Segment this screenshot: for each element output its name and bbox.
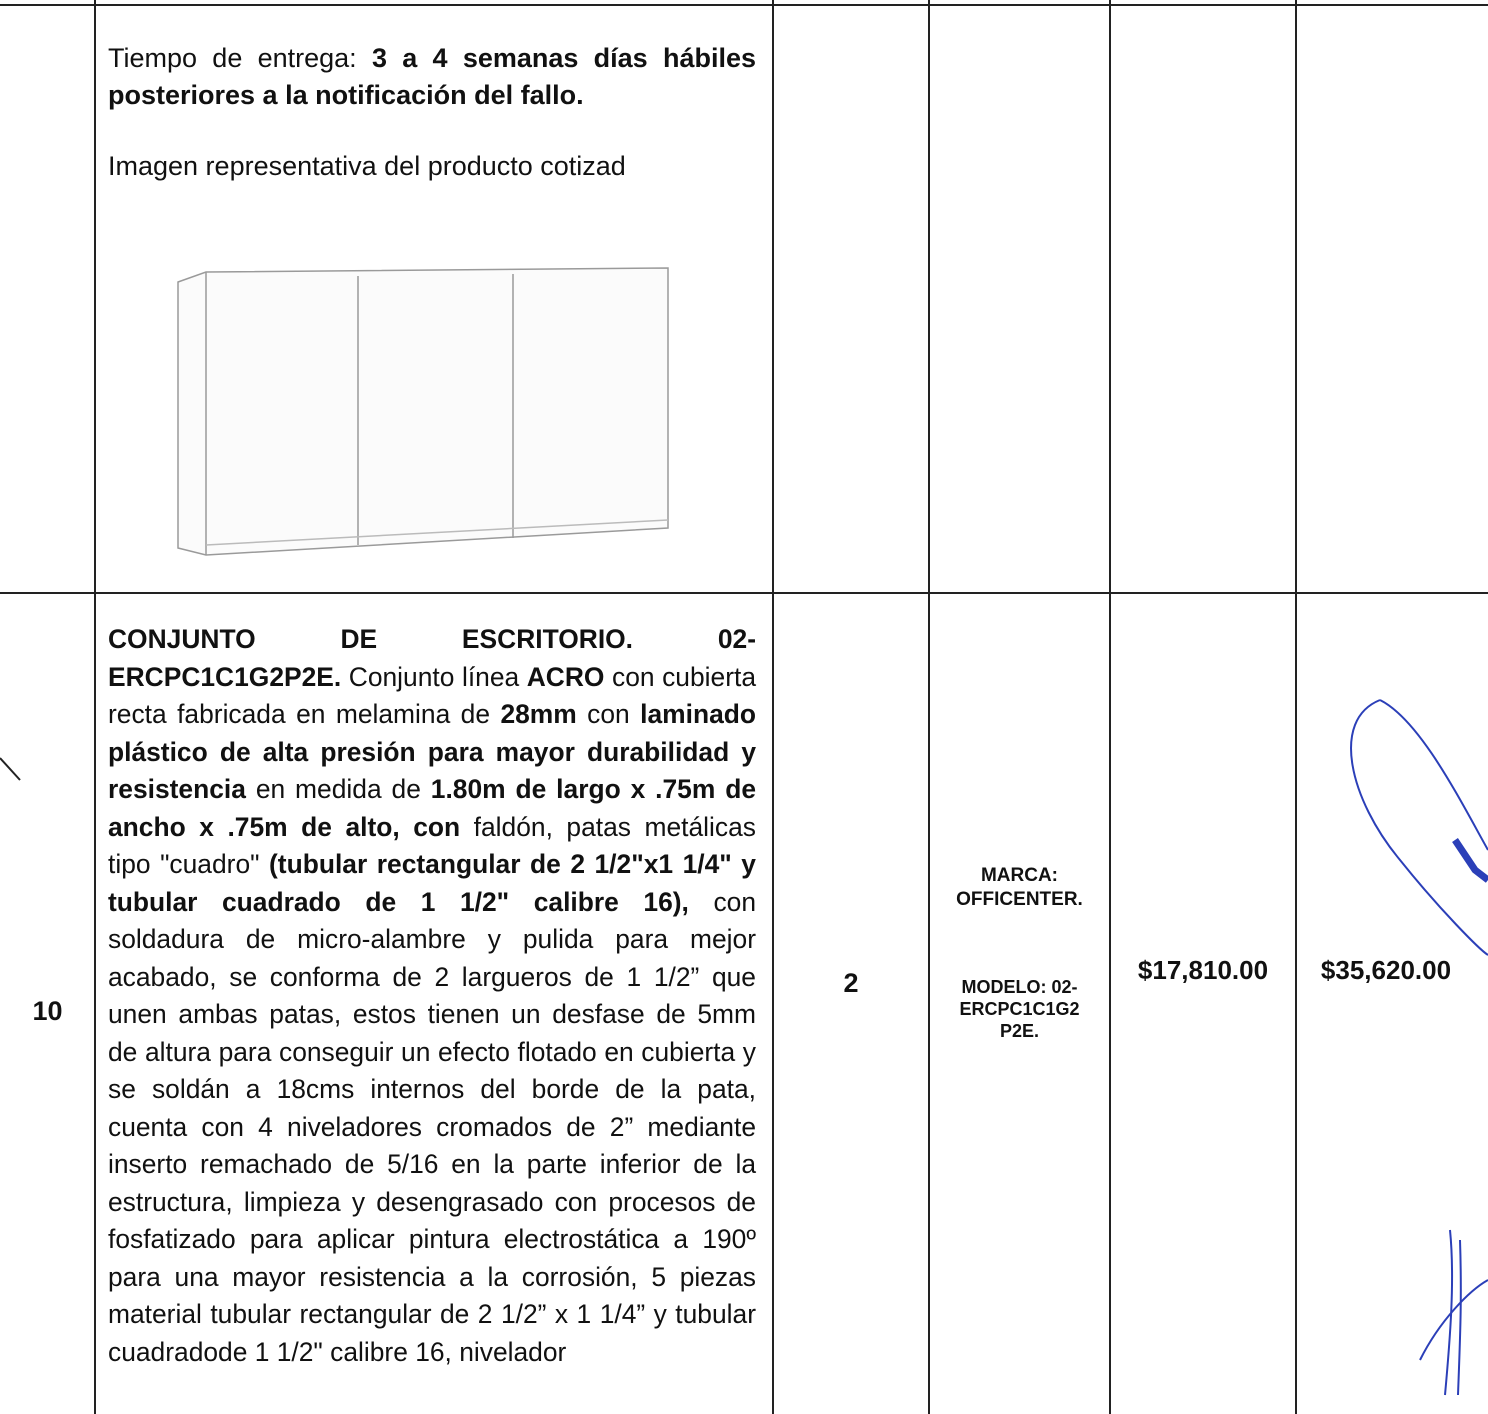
model-line: P2E. <box>999 1021 1040 1041</box>
paragraph: CONJUNTO DE ESCRITORIO. 02-ERCPC1C1G2P2E… <box>108 621 756 1371</box>
text-run: CONJUNTO DE ESCRITORIO. 02-ERCPC1C1G2P2E… <box>108 624 756 692</box>
text-run: faldón, patas metálicas tipo "cuadro" <box>108 811 756 880</box>
text-run: 3 a 4 semanas días hábiles posteriores a… <box>108 43 756 110</box>
unit-price: $17,810.00 <box>1137 955 1269 985</box>
text-run: Tiempo de entrega: <box>108 43 372 73</box>
brand-line: OFFICENTER. <box>956 889 1083 910</box>
model-line: ERCPC1C1G2 <box>959 999 1080 1019</box>
brand-line: MARCA: <box>980 865 1059 886</box>
item-number: 10 <box>32 996 63 1026</box>
text-run: con <box>576 699 641 729</box>
brand: MARCA: OFFICENTER. <box>929 864 1110 912</box>
text-run: Imagen representativa del producto cotiz… <box>108 151 626 181</box>
signature <box>1350 699 1488 1396</box>
text-run: Conjunto línea <box>341 661 527 692</box>
model: MODELO: 02- ERCPC1C1G2 P2E. <box>929 976 1110 1042</box>
text-run: en medida de <box>245 774 431 804</box>
product-image <box>177 267 669 556</box>
row-1-description: Tiempo de entrega: 3 a 4 semanas días há… <box>108 40 756 185</box>
total: $35,620.00 <box>1320 955 1452 985</box>
text-run: (tubular rectangular de 2 1/2"x1 1/4" y … <box>108 849 756 917</box>
text-run: ACRO <box>526 661 605 692</box>
mark-stroke <box>0 757 21 781</box>
text-run: con cubierta recta fabricada en melamina… <box>108 661 756 730</box>
paragraph: Tiempo de entrega: 3 a 4 semanas días há… <box>108 40 756 114</box>
quantity: 2 <box>843 968 859 998</box>
text-run: laminado plástico de alta presión para m… <box>108 699 756 804</box>
row-2-description: CONJUNTO DE ESCRITORIO. 02-ERCPC1C1G2P2E… <box>108 621 756 1371</box>
paragraph: Imagen representativa del producto cotiz… <box>108 148 756 185</box>
text-run: 28mm <box>500 699 577 729</box>
model-line: MODELO: 02- <box>961 977 1078 997</box>
text-run: 1.80m de largo x .75m de ancho x .75m de… <box>108 774 757 842</box>
text-run: con soldadura de micro-alambre y pulida … <box>108 886 756 1367</box>
